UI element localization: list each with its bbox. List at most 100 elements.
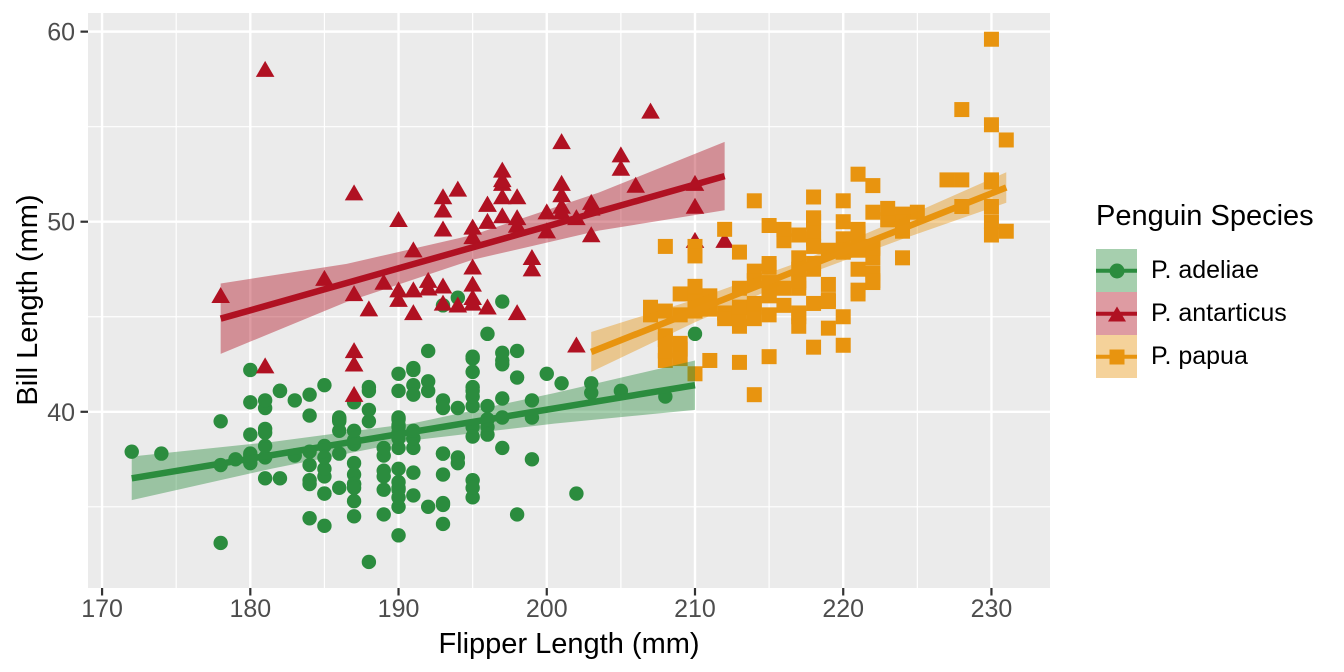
legend: Penguin Species P. adeliae P. antarticus…	[1096, 200, 1314, 378]
scatter-point-p--adeliae	[554, 376, 569, 391]
x-tick-label: 230	[971, 595, 1013, 623]
scatter-point-p--adeliae	[243, 395, 258, 410]
regression-line-p--antarticus	[219, 172, 726, 322]
scatter-point-p--adeliae	[391, 490, 406, 505]
scatter-point-p--papua	[939, 172, 955, 188]
scatter-point-p--antarticus	[478, 298, 497, 315]
regression-line-p--papua	[590, 184, 1008, 355]
scatter-point-p--antarticus	[537, 222, 557, 239]
scatter-point-p--antarticus	[404, 281, 423, 298]
scatter-point-p--antarticus	[255, 357, 275, 374]
scatter-point-p--papua	[835, 214, 851, 230]
scatter-point-p--papua	[820, 320, 836, 336]
scatter-point-p--antarticus	[492, 188, 512, 205]
scatter-point-p--papua	[791, 250, 807, 266]
x-tick-label: 200	[526, 595, 568, 623]
legend-title: Penguin Species	[1096, 200, 1314, 232]
scatter-point-p--papua	[761, 349, 777, 365]
scatter-point-p--adeliae	[302, 457, 317, 473]
scatter-point-p--adeliae	[213, 414, 228, 429]
scatter-point-p--antarticus	[433, 277, 453, 294]
scatter-point-p--papua	[746, 387, 762, 403]
scatter-point-p--adeliae	[154, 446, 169, 461]
scatter-point-p--antarticus	[552, 133, 571, 150]
scatter-point-p--adeliae	[332, 446, 347, 461]
scatter-point-p--adeliae	[391, 474, 406, 490]
scatter-point-p--antarticus	[478, 195, 497, 212]
scatter-point-p--antarticus	[448, 296, 468, 313]
scatter-point-p--adeliae	[495, 391, 510, 406]
scatter-point-p--adeliae	[509, 507, 525, 522]
scatter-point-p--adeliae	[317, 486, 332, 501]
scatter-point-p--papua	[983, 227, 999, 243]
legend-label-papua: P. papua	[1151, 342, 1248, 370]
scatter-point-p--adeliae	[317, 377, 332, 393]
scatter-point-p--adeliae	[524, 393, 540, 408]
scatter-point-p--antarticus	[552, 197, 571, 214]
scatter-point-p--papua	[865, 204, 881, 220]
scatter-point-p--adeliae	[420, 343, 436, 359]
scatter-point-p--papua	[657, 343, 673, 359]
scatter-point-p--papua	[806, 339, 822, 355]
scatter-point-p--antarticus	[359, 300, 379, 317]
scatter-point-p--antarticus	[433, 294, 453, 311]
scatter-point-p--antarticus	[611, 159, 631, 176]
legend-item-adeliae: P. adeliae	[1096, 249, 1314, 292]
scatter-point-p--papua	[731, 354, 747, 370]
regression-line-p--adeliae	[131, 381, 696, 482]
scatter-point-p--adeliae	[332, 423, 347, 439]
scatter-point-p--antarticus	[567, 336, 586, 353]
scatter-point-p--antarticus	[507, 304, 527, 321]
scatter-point-p--papua	[865, 273, 881, 289]
scatter-point-p--adeliae	[317, 518, 332, 534]
scatter-point-p--papua	[761, 218, 777, 234]
scatter-point-p--papua	[850, 261, 866, 277]
scatter-point-p--adeliae	[376, 469, 391, 484]
scatter-point-p--papua	[746, 193, 762, 209]
scatter-point-p--adeliae	[465, 383, 480, 399]
y-axis-title: Bill Length (mm)	[12, 194, 44, 406]
scatter-point-p--papua	[702, 288, 718, 304]
x-axis-title: Flipper Length (mm)	[438, 628, 700, 660]
scatter-point-p--papua	[835, 309, 851, 325]
scatter-point-p--papua	[776, 221, 792, 237]
scatter-point-p--papua	[820, 276, 836, 292]
scatter-point-p--antarticus	[463, 258, 482, 275]
scatter-point-p--papua	[731, 299, 747, 315]
scatter-point-p--antarticus	[344, 184, 364, 201]
legend-key-papua	[1096, 335, 1137, 378]
scatter-point-p--antarticus	[344, 285, 364, 302]
scatter-point-p--papua	[791, 273, 807, 289]
scatter-point-p--adeliae	[450, 400, 466, 416]
scatter-point-p--papua	[761, 307, 777, 323]
scatter-point-p--papua	[746, 295, 762, 311]
scatter-point-p--papua	[702, 352, 718, 368]
legend-item-papua: P. papua	[1096, 335, 1314, 378]
scatter-point-p--antarticus	[389, 211, 408, 228]
scatter-point-p--antarticus	[507, 188, 527, 205]
scatter-point-p--adeliae	[361, 554, 377, 570]
scatter-point-p--adeliae	[406, 362, 421, 378]
scatter-point-p--papua	[657, 238, 673, 254]
scatter-point-p--adeliae	[332, 480, 347, 496]
triangle-marker-icon	[1107, 306, 1126, 321]
scatter-point-p--adeliae	[480, 398, 495, 414]
scatter-point-p--antarticus	[611, 146, 631, 163]
scatter-point-p--antarticus	[552, 174, 571, 191]
scatter-point-p--papua	[643, 299, 659, 315]
scatter-point-p--adeliae	[495, 345, 510, 361]
scatter-point-p--adeliae	[376, 507, 391, 522]
scatter-point-p--antarticus	[552, 186, 571, 203]
scatter-point-p--antarticus	[522, 260, 542, 277]
scatter-point-p--antarticus	[581, 226, 601, 243]
scatter-point-p--adeliae	[346, 455, 362, 471]
scatter-point-p--papua	[791, 318, 807, 334]
scatter-point-p--adeliae	[213, 535, 228, 551]
scatter-point-p--antarticus	[344, 342, 364, 359]
scatter-point-p--papua	[657, 303, 673, 319]
scatter-point-p--antarticus	[418, 271, 438, 288]
scatter-point-p--antarticus	[211, 287, 230, 304]
scatter-point-p--papua	[983, 214, 999, 230]
scatter-point-p--papua	[835, 193, 851, 209]
scatter-point-p--antarticus	[433, 220, 453, 237]
